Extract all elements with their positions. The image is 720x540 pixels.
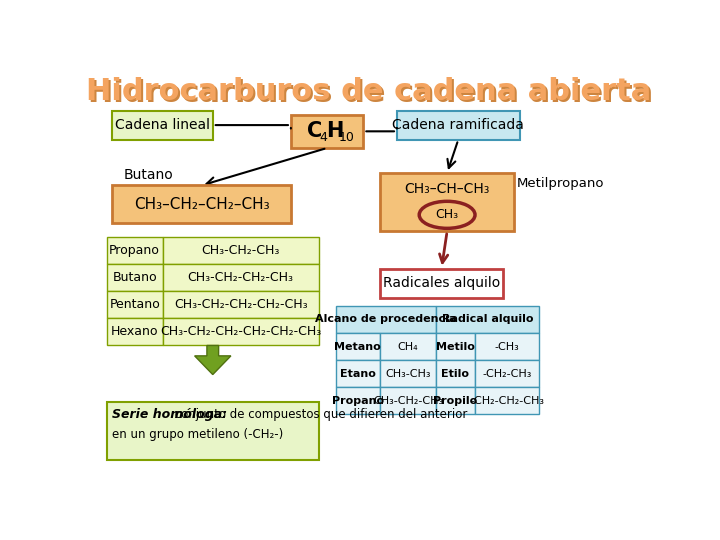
Text: C: C <box>307 122 323 141</box>
Text: H: H <box>326 122 343 141</box>
FancyBboxPatch shape <box>163 238 319 265</box>
Text: Etano: Etano <box>340 368 376 379</box>
Text: Pentano: Pentano <box>109 299 160 312</box>
Text: Propilo: Propilo <box>433 396 477 406</box>
FancyBboxPatch shape <box>107 402 319 460</box>
FancyBboxPatch shape <box>336 333 380 360</box>
Text: Metano: Metano <box>335 341 381 352</box>
Text: Propano: Propano <box>109 245 160 258</box>
Text: Metilo: Metilo <box>436 341 475 352</box>
FancyBboxPatch shape <box>436 360 475 387</box>
Text: CH₃-CH₂-CH₃: CH₃-CH₂-CH₃ <box>202 245 280 258</box>
Text: -CH₃: -CH₃ <box>495 341 520 352</box>
FancyBboxPatch shape <box>397 111 520 140</box>
FancyBboxPatch shape <box>163 319 319 346</box>
Text: CH₃–CH–CH₃: CH₃–CH–CH₃ <box>405 182 490 196</box>
Text: Alcano de procedencia: Alcano de procedencia <box>315 314 456 325</box>
FancyBboxPatch shape <box>107 265 163 292</box>
Text: CH₃–CH₂–CH₂–CH₃: CH₃–CH₂–CH₂–CH₃ <box>134 197 269 212</box>
FancyBboxPatch shape <box>336 360 380 387</box>
FancyBboxPatch shape <box>380 387 436 414</box>
FancyBboxPatch shape <box>380 173 514 231</box>
Text: Radicales alquilo: Radicales alquilo <box>383 276 500 290</box>
Text: 10: 10 <box>338 131 354 145</box>
FancyBboxPatch shape <box>380 360 436 387</box>
Text: CH₃-CH₂-CH₃: CH₃-CH₂-CH₃ <box>373 396 443 406</box>
Ellipse shape <box>419 201 475 228</box>
Text: en un grupo metileno (-CH₂-): en un grupo metileno (-CH₂-) <box>112 428 284 441</box>
FancyBboxPatch shape <box>107 238 163 265</box>
FancyBboxPatch shape <box>475 333 539 360</box>
Text: CH₃-CH₂-CH₂-CH₃: CH₃-CH₂-CH₂-CH₃ <box>188 272 294 285</box>
Text: Butano: Butano <box>112 272 157 285</box>
FancyArrow shape <box>194 346 231 375</box>
Text: Hidrocarburos de cadena abierta: Hidrocarburos de cadena abierta <box>88 79 653 108</box>
FancyBboxPatch shape <box>475 387 539 414</box>
FancyBboxPatch shape <box>291 114 364 148</box>
Text: Serie homóloga:: Serie homóloga: <box>112 408 228 421</box>
FancyBboxPatch shape <box>436 306 539 333</box>
FancyBboxPatch shape <box>112 111 213 140</box>
FancyBboxPatch shape <box>163 292 319 319</box>
FancyBboxPatch shape <box>107 292 163 319</box>
FancyBboxPatch shape <box>380 333 436 360</box>
FancyBboxPatch shape <box>336 387 380 414</box>
Text: 4: 4 <box>319 131 327 145</box>
Text: Hidrocarburos de cadena abierta: Hidrocarburos de cadena abierta <box>86 77 652 106</box>
Text: Cadena lineal: Cadena lineal <box>115 118 210 132</box>
Text: Metilpropano: Metilpropano <box>517 177 604 190</box>
FancyBboxPatch shape <box>436 333 475 360</box>
FancyBboxPatch shape <box>336 306 436 333</box>
Text: Butano: Butano <box>124 168 174 182</box>
Text: Etilo: Etilo <box>441 368 469 379</box>
Text: Radical alquilo: Radical alquilo <box>442 314 534 325</box>
Text: -CH₂-CH₂-CH₃: -CH₂-CH₂-CH₃ <box>470 396 544 406</box>
Text: CH₄: CH₄ <box>397 341 418 352</box>
Text: Hexano: Hexano <box>111 326 158 339</box>
Text: CH₃-CH₂-CH₂-CH₂-CH₂-CH₃: CH₃-CH₂-CH₂-CH₂-CH₂-CH₃ <box>160 326 321 339</box>
FancyBboxPatch shape <box>163 265 319 292</box>
Text: CH₃: CH₃ <box>436 208 459 221</box>
FancyBboxPatch shape <box>112 185 291 223</box>
FancyBboxPatch shape <box>475 360 539 387</box>
Text: Cadena ramificada: Cadena ramificada <box>392 118 524 132</box>
FancyBboxPatch shape <box>380 268 503 298</box>
Text: -CH₂-CH₃: -CH₂-CH₃ <box>482 368 532 379</box>
FancyBboxPatch shape <box>107 319 163 346</box>
Text: CH₃-CH₂-CH₂-CH₂-CH₃: CH₃-CH₂-CH₂-CH₂-CH₃ <box>174 299 307 312</box>
FancyBboxPatch shape <box>436 387 475 414</box>
Text: CH₃-CH₃: CH₃-CH₃ <box>385 368 431 379</box>
Text: conjunto de compuestos que difieren del anterior: conjunto de compuestos que difieren del … <box>171 408 467 421</box>
Text: Propano: Propano <box>332 396 384 406</box>
